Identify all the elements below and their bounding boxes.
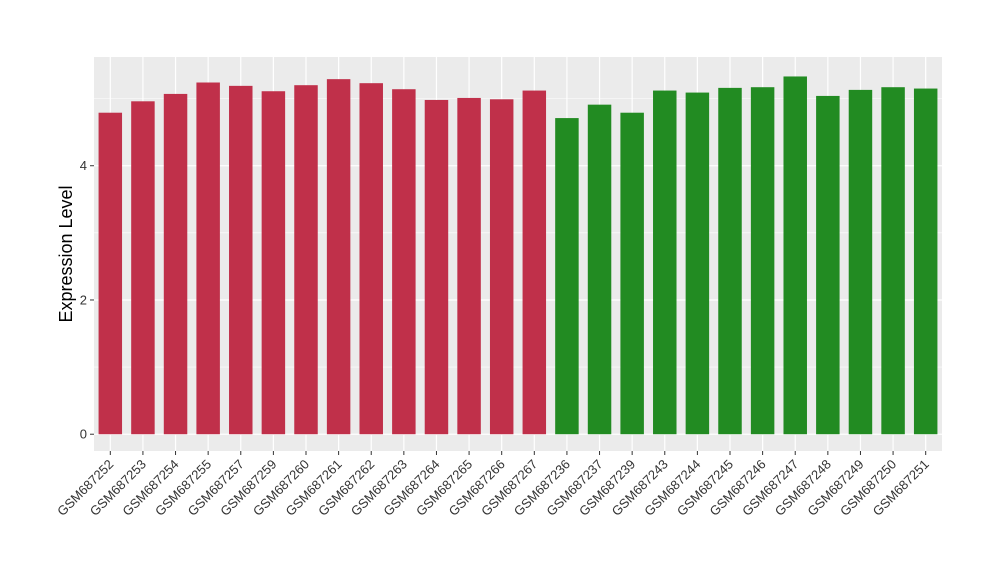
bar-GSM687243 xyxy=(653,90,677,435)
bar-GSM687262 xyxy=(359,83,383,435)
bars xyxy=(98,76,938,435)
bar-GSM687246 xyxy=(750,87,775,435)
y-tick-label: 4 xyxy=(80,158,87,173)
bar-GSM687266 xyxy=(489,99,514,435)
bar-GSM687248 xyxy=(816,95,840,435)
y-tick-label: 2 xyxy=(80,292,87,307)
bar-GSM687267 xyxy=(522,90,547,435)
bar-GSM687260 xyxy=(294,85,318,435)
x-axis: GSM687252GSM687253GSM687254GSM687255GSM6… xyxy=(54,451,932,519)
bar-GSM687265 xyxy=(457,97,481,435)
bar-GSM687253 xyxy=(131,101,155,435)
bar-GSM687245 xyxy=(718,87,742,435)
bar-GSM687252 xyxy=(98,112,123,435)
plot-panel xyxy=(94,57,942,451)
bar-GSM687237 xyxy=(587,104,612,435)
bar-GSM687263 xyxy=(392,89,416,435)
y-axis-title: Expression Level xyxy=(56,185,76,322)
bar-GSM687247 xyxy=(783,76,807,435)
bar-GSM687254 xyxy=(163,93,188,435)
bar-GSM687236 xyxy=(555,118,579,435)
bar-GSM687250 xyxy=(881,87,905,435)
bar-GSM687261 xyxy=(326,79,351,435)
bar-GSM687251 xyxy=(913,88,938,435)
bar-GSM687264 xyxy=(424,99,449,435)
bar-GSM687249 xyxy=(848,89,873,435)
y-axis: 0 2 4 xyxy=(80,158,94,442)
bar-GSM687255 xyxy=(196,82,220,435)
bar-GSM687244 xyxy=(685,92,710,435)
bar-GSM687239 xyxy=(620,112,644,435)
bar-GSM687257 xyxy=(229,85,253,435)
y-tick-label: 0 xyxy=(80,427,87,442)
bar-GSM687259 xyxy=(261,91,286,435)
